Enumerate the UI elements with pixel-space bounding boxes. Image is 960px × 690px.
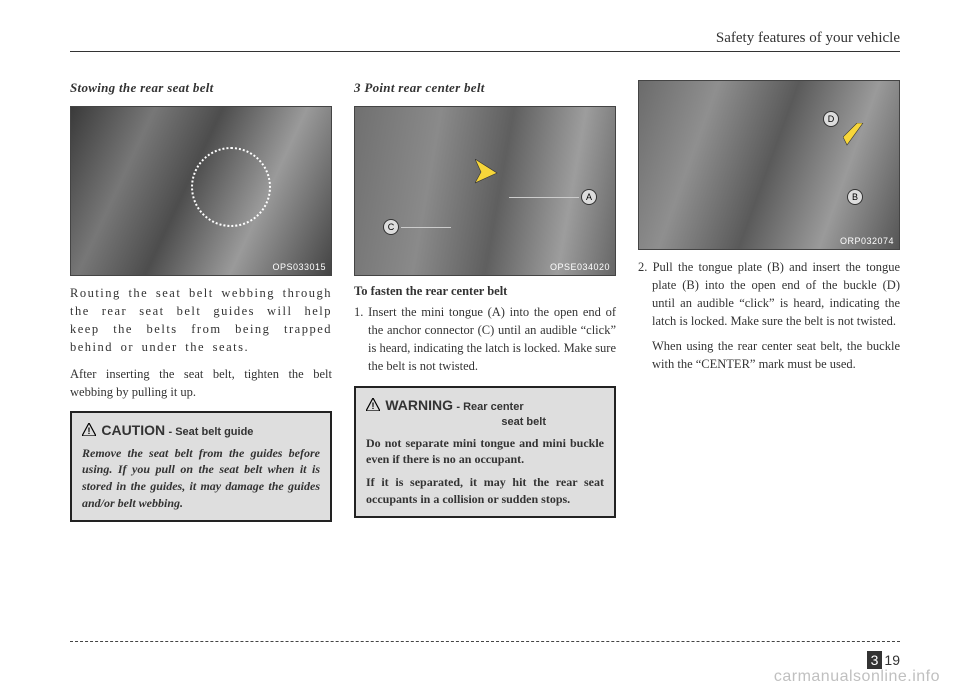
footer-divider xyxy=(70,641,900,642)
page-number-value: 19 xyxy=(884,652,900,668)
column-2: 3 Point rear center belt A C OPSE034020 … xyxy=(354,80,616,522)
warning-body-2: If it is separated, it may hit the rear … xyxy=(366,474,604,508)
svg-text:!: ! xyxy=(88,426,91,436)
col3-photo-code: ORP032074 xyxy=(840,236,894,246)
col1-photo: OPS033015 xyxy=(70,106,332,276)
warning-box: ! WARNING - Rear center seat belt Do not… xyxy=(354,386,616,518)
col1-photo-code: OPS033015 xyxy=(272,262,326,272)
caution-box: ! CAUTION - Seat belt guide Remove the s… xyxy=(70,411,332,522)
warning-sub1: - Rear center xyxy=(456,401,523,413)
caution-body: Remove the seat belt from the guides bef… xyxy=(82,445,320,512)
label-b: B xyxy=(847,189,863,205)
label-d: D xyxy=(823,111,839,127)
warning-triangle-icon: ! xyxy=(82,423,96,441)
caution-sub: - Seat belt guide xyxy=(168,426,253,438)
arrow-icon xyxy=(475,159,505,187)
warning-body-1: Do not separate mini tongue and mini buc… xyxy=(366,435,604,469)
header-title: Safety features of your vehicle xyxy=(716,30,900,46)
col2-subtitle: 3 Point rear center belt xyxy=(354,80,616,96)
col2-photo-code: OPSE034020 xyxy=(550,262,610,272)
page-number: 319 xyxy=(867,652,900,668)
leader-c xyxy=(401,227,451,228)
warning-title: ! WARNING - Rear center seat belt xyxy=(366,396,604,431)
column-3: D B ORP032074 2. Pull the tongue plate (… xyxy=(638,80,900,522)
warning-sub2: seat belt xyxy=(366,415,604,430)
caution-label: CAUTION xyxy=(101,422,165,438)
label-a: A xyxy=(581,189,597,205)
col3-photo: D B ORP032074 xyxy=(638,80,900,250)
warning-triangle-icon: ! xyxy=(366,398,380,416)
col3-item-2: 2. Pull the tongue plate (B) and insert … xyxy=(638,258,900,331)
svg-text:!: ! xyxy=(372,401,375,411)
caution-title: ! CAUTION - Seat belt guide xyxy=(82,421,320,441)
col1-paragraph-2: After inserting the seat belt, tighten t… xyxy=(70,365,332,401)
page-header: Safety features of your vehicle xyxy=(70,30,900,52)
col2-photo: A C OPSE034020 xyxy=(354,106,616,276)
watermark: carmanualsonline.info xyxy=(774,668,940,686)
col2-item-1: 1. Insert the mini tongue (A) into the o… xyxy=(354,303,616,376)
page: Safety features of your vehicle Stowing … xyxy=(0,0,960,690)
highlight-circle xyxy=(191,147,271,227)
leader-a xyxy=(509,197,579,198)
label-c: C xyxy=(383,219,399,235)
arrow-icon xyxy=(843,123,869,153)
col2-subhead: To fasten the rear center belt xyxy=(354,284,616,299)
warning-label: WARNING xyxy=(385,397,453,413)
chapter-number: 3 xyxy=(867,651,883,669)
col1-paragraph-1: Routing the seat belt webbing through th… xyxy=(70,284,332,357)
col1-subtitle: Stowing the rear seat belt xyxy=(70,80,332,96)
column-1: Stowing the rear seat belt OPS033015 Rou… xyxy=(70,80,332,522)
col3-paragraph: When using the rear center seat belt, th… xyxy=(638,337,900,373)
content-columns: Stowing the rear seat belt OPS033015 Rou… xyxy=(70,80,900,522)
